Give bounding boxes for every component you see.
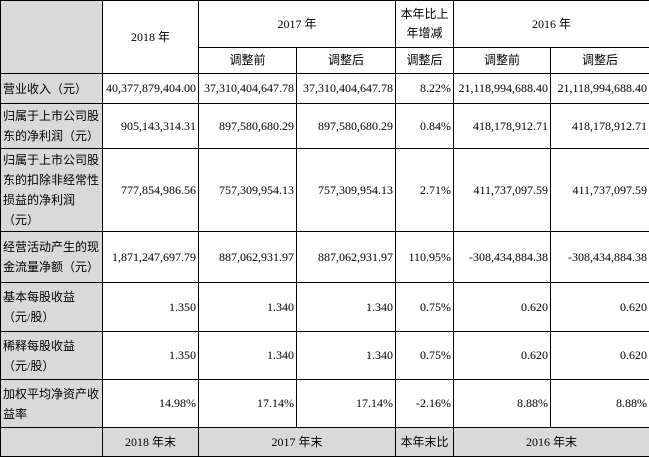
cell-value: 757,309,954.13: [199, 149, 297, 232]
footer-corner-cell: [1, 428, 103, 457]
row-label: 加权平均净资产收益率: [1, 380, 103, 428]
table-row-basic-eps: 基本每股收益（元/股） 1.350 1.340 1.340 0.75% 0.62…: [1, 283, 649, 332]
cell-value: 1.340: [297, 283, 396, 332]
cell-value: 0.75%: [396, 332, 454, 380]
header-change-after-adjust: 调整后: [396, 48, 454, 74]
cell-value: 1.340: [297, 332, 396, 380]
cell-value: 37,310,404,647.78: [297, 74, 396, 104]
footer-change-vs-prior-year-end: 本年末比: [396, 428, 454, 457]
cell-value: 8.88%: [454, 380, 551, 428]
cell-value: 2.71%: [396, 149, 454, 232]
cell-value: 777,854,986.56: [103, 149, 199, 232]
cell-value: 0.75%: [396, 283, 454, 332]
cell-value: -308,434,884.38: [551, 232, 649, 283]
corner-cell: [1, 1, 103, 74]
row-label: 稀释每股收益（元/股）: [1, 332, 103, 380]
cell-value: 905,143,314.31: [103, 104, 199, 149]
cell-value: 0.620: [551, 283, 649, 332]
table-row-operating-cash-flow: 经营活动产生的现金流量净额（元） 1,871,247,697.79 887,06…: [1, 232, 649, 283]
header-change-vs-prior-year: 本年比上年增减: [396, 1, 454, 48]
cell-value: -2.16%: [396, 380, 454, 428]
cell-value: 17.14%: [297, 380, 396, 428]
row-label: 营业收入（元）: [1, 74, 103, 104]
cell-value: 110.95%: [396, 232, 454, 283]
row-label: 归属于上市公司股东的净利润（元）: [1, 104, 103, 149]
cell-value: 21,118,994,688.40: [551, 74, 649, 104]
cell-value: 418,178,912.71: [551, 104, 649, 149]
header-2016-before-adjust: 调整前: [454, 48, 551, 74]
cell-value: -308,434,884.38: [454, 232, 551, 283]
cell-value: 1,871,247,697.79: [103, 232, 199, 283]
cell-value: 8.22%: [396, 74, 454, 104]
header-year-2016: 2016 年: [454, 1, 649, 48]
cell-value: 1.340: [199, 332, 297, 380]
header-year-2018: 2018 年: [103, 1, 199, 74]
cell-value: 0.84%: [396, 104, 454, 149]
cell-value: 0.620: [454, 332, 551, 380]
cell-value: 0.620: [551, 332, 649, 380]
header-2017-after-adjust: 调整后: [297, 48, 396, 74]
header-2016-after-adjust: 调整后: [551, 48, 649, 74]
row-label: 经营活动产生的现金流量净额（元）: [1, 232, 103, 283]
header-row-years: 2018 年 2017 年 本年比上年增减 2016 年: [1, 1, 649, 48]
table-row-weighted-avg-roe: 加权平均净资产收益率 14.98% 17.14% 17.14% -2.16% 8…: [1, 380, 649, 428]
header-2017-before-adjust: 调整前: [199, 48, 297, 74]
cell-value: 887,062,931.97: [199, 232, 297, 283]
footer-end-2016: 2016 年末: [454, 428, 649, 457]
cell-value: 411,737,097.59: [454, 149, 551, 232]
cell-value: 1.340: [199, 283, 297, 332]
cell-value: 0.620: [454, 283, 551, 332]
cell-value: 8.88%: [551, 380, 649, 428]
cell-value: 37,310,404,647.78: [199, 74, 297, 104]
footer-end-2017: 2017 年末: [199, 428, 396, 457]
header-year-2017: 2017 年: [199, 1, 396, 48]
cell-value: 1.350: [103, 283, 199, 332]
row-label: 归属于上市公司股东的扣除非经常性损益的净利润（元）: [1, 149, 103, 232]
row-label: 基本每股收益（元/股）: [1, 283, 103, 332]
cell-value: 17.14%: [199, 380, 297, 428]
cell-value: 897,580,680.29: [199, 104, 297, 149]
table-row-diluted-eps: 稀释每股收益（元/股） 1.350 1.340 1.340 0.75% 0.62…: [1, 332, 649, 380]
cell-value: 1.350: [103, 332, 199, 380]
cell-value: 411,737,097.59: [551, 149, 649, 232]
table-row-net-profit: 归属于上市公司股东的净利润（元） 905,143,314.31 897,580,…: [1, 104, 649, 149]
table-row-net-profit-excl-nonrecurring: 归属于上市公司股东的扣除非经常性损益的净利润（元） 777,854,986.56…: [1, 149, 649, 232]
table-row-revenue: 营业收入（元） 40,377,879,404.00 37,310,404,647…: [1, 74, 649, 104]
cell-value: 887,062,931.97: [297, 232, 396, 283]
cell-value: 418,178,912.71: [454, 104, 551, 149]
footer-end-2018: 2018 年末: [103, 428, 199, 457]
cell-value: 40,377,879,404.00: [103, 74, 199, 104]
cell-value: 897,580,680.29: [297, 104, 396, 149]
cell-value: 14.98%: [103, 380, 199, 428]
cell-value: 757,309,954.13: [297, 149, 396, 232]
cell-value: 21,118,994,688.40: [454, 74, 551, 104]
footer-row-year-end: 2018 年末 2017 年末 本年末比 2016 年末: [1, 428, 649, 457]
